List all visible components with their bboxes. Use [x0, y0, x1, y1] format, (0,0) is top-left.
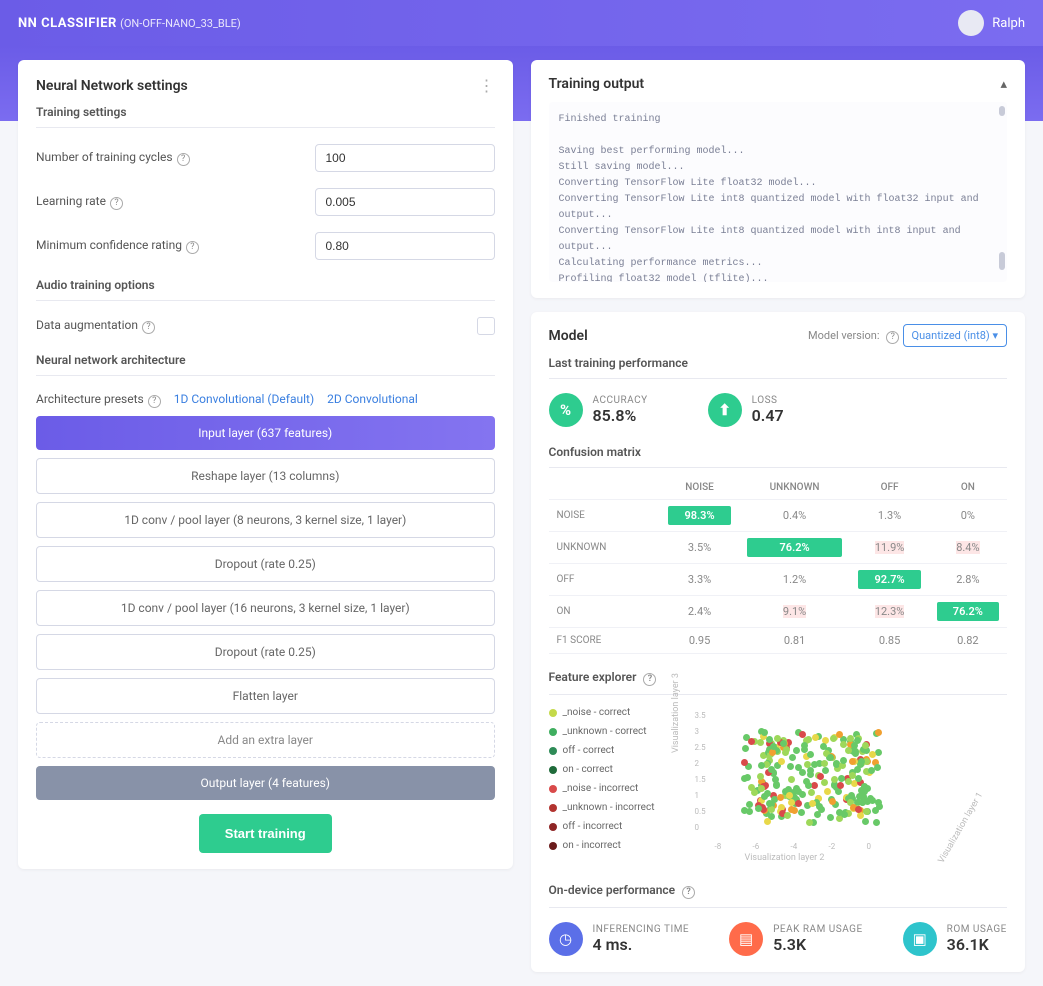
- accuracy-icon: %: [549, 393, 583, 427]
- app-title: NN CLASSIFIER: [18, 16, 117, 31]
- loss-value: 0.47: [752, 406, 784, 425]
- cycles-label: Number of training cycles?: [36, 150, 315, 166]
- augment-checkbox[interactable]: [477, 317, 495, 335]
- ram-value: 5.3K: [773, 935, 863, 954]
- help-icon[interactable]: ?: [643, 673, 656, 686]
- collapse-icon[interactable]: ▴: [1000, 77, 1007, 92]
- nn-settings-title: Neural Network settings: [36, 78, 188, 94]
- loss-metric: ⬆ LOSS 0.47: [708, 393, 784, 427]
- model-card: Model Model version: ? Quantized (int8) …: [531, 312, 1026, 972]
- confusion-title: Confusion matrix: [549, 445, 1008, 459]
- help-icon[interactable]: ?: [142, 321, 155, 334]
- training-output-title: Training output: [549, 76, 645, 92]
- inference-label: INFERENCING TIME: [593, 924, 690, 935]
- layer-add[interactable]: Add an extra layer: [36, 722, 495, 758]
- lr-input[interactable]: [315, 188, 495, 216]
- version-label: Model version: ?: [808, 329, 899, 342]
- layer-dropout2[interactable]: Dropout (rate 0.25): [36, 634, 495, 670]
- ram-metric: ▤ PEAK RAM USAGE 5.3K: [729, 922, 863, 956]
- training-output-card: Training output ▴ Finished training Savi…: [531, 60, 1026, 298]
- version-select[interactable]: Quantized (int8) ▾: [903, 324, 1007, 347]
- arch-presets-row: Architecture presets? 1D Convolutional (…: [36, 384, 495, 416]
- help-icon[interactable]: ?: [186, 241, 199, 254]
- scrollbar-thumb[interactable]: [999, 106, 1005, 116]
- layer-conv2[interactable]: 1D conv / pool layer (16 neurons, 3 kern…: [36, 590, 495, 626]
- conf-label: Minimum confidence rating?: [36, 238, 315, 254]
- arch-heading: Neural network architecture: [36, 353, 495, 367]
- user-name: Ralph: [992, 16, 1025, 31]
- model-title: Model: [549, 328, 588, 344]
- help-icon[interactable]: ?: [886, 331, 899, 344]
- accuracy-value: 85.8%: [593, 406, 648, 425]
- perf-title: Last training performance: [549, 356, 1008, 370]
- accuracy-metric: % ACCURACY 85.8%: [549, 393, 648, 427]
- devperf-title: On-device performance ?: [549, 883, 1008, 899]
- legend: _noise - correct_unknown - correctoff - …: [549, 703, 655, 863]
- cycles-input[interactable]: [315, 144, 495, 172]
- layer-reshape[interactable]: Reshape layer (13 columns): [36, 458, 495, 494]
- layer-dropout1[interactable]: Dropout (rate 0.25): [36, 546, 495, 582]
- layer-output[interactable]: Output layer (4 features): [36, 766, 495, 800]
- help-icon[interactable]: ?: [177, 153, 190, 166]
- augment-label: Data augmentation?: [36, 318, 477, 334]
- help-icon[interactable]: ?: [148, 395, 161, 408]
- conf-input[interactable]: [315, 232, 495, 260]
- training-settings-heading: Training settings: [36, 105, 495, 119]
- presets-label: Architecture presets: [36, 392, 144, 406]
- confusion-matrix: NOISEUNKNOWNOFFONNOISE98.3%0.4%1.3%0%UNK…: [549, 476, 1008, 654]
- clock-icon: ◷: [549, 922, 583, 956]
- more-icon[interactable]: ⋮: [479, 76, 495, 95]
- layer-conv1[interactable]: 1D conv / pool layer (8 neurons, 3 kerne…: [36, 502, 495, 538]
- scrollbar-thumb[interactable]: [999, 252, 1005, 270]
- feature-explorer-title: Feature explorer ?: [549, 670, 1008, 686]
- rom-icon: ▣: [903, 922, 937, 956]
- preset-2d-link[interactable]: 2D Convolutional: [327, 392, 418, 406]
- app-header: NN CLASSIFIER (ON-OFF-NANO_33_BLE) Ralph: [0, 0, 1043, 46]
- scatter-3d[interactable]: Visualization layer 3Visualization layer…: [665, 703, 1008, 863]
- inference-value: 4 ms.: [593, 935, 690, 954]
- help-icon[interactable]: ?: [110, 197, 123, 210]
- rom-value: 36.1K: [947, 935, 1007, 954]
- scatter-cluster: [710, 713, 910, 843]
- help-icon[interactable]: ?: [682, 886, 695, 899]
- layer-input[interactable]: Input layer (637 features): [36, 416, 495, 450]
- layer-flatten[interactable]: Flatten layer: [36, 678, 495, 714]
- accuracy-label: ACCURACY: [593, 395, 648, 406]
- rom-metric: ▣ ROM USAGE 36.1K: [903, 922, 1007, 956]
- inference-metric: ◷ INFERENCING TIME 4 ms.: [549, 922, 690, 956]
- nn-settings-card: Neural Network settings ⋮ Training setti…: [18, 60, 513, 869]
- user-menu[interactable]: Ralph: [958, 10, 1025, 36]
- avatar: [958, 10, 984, 36]
- lr-label: Learning rate?: [36, 194, 315, 210]
- rom-label: ROM USAGE: [947, 924, 1007, 935]
- header-title-block: NN CLASSIFIER (ON-OFF-NANO_33_BLE): [18, 16, 241, 31]
- ram-label: PEAK RAM USAGE: [773, 924, 863, 935]
- loss-icon: ⬆: [708, 393, 742, 427]
- training-log[interactable]: Finished training Saving best performing…: [549, 102, 1008, 282]
- preset-1d-link[interactable]: 1D Convolutional (Default): [174, 392, 314, 406]
- start-training-button[interactable]: Start training: [199, 814, 332, 853]
- ram-icon: ▤: [729, 922, 763, 956]
- audio-options-heading: Audio training options: [36, 278, 495, 292]
- project-name: (ON-OFF-NANO_33_BLE): [120, 17, 241, 30]
- loss-label: LOSS: [752, 395, 784, 406]
